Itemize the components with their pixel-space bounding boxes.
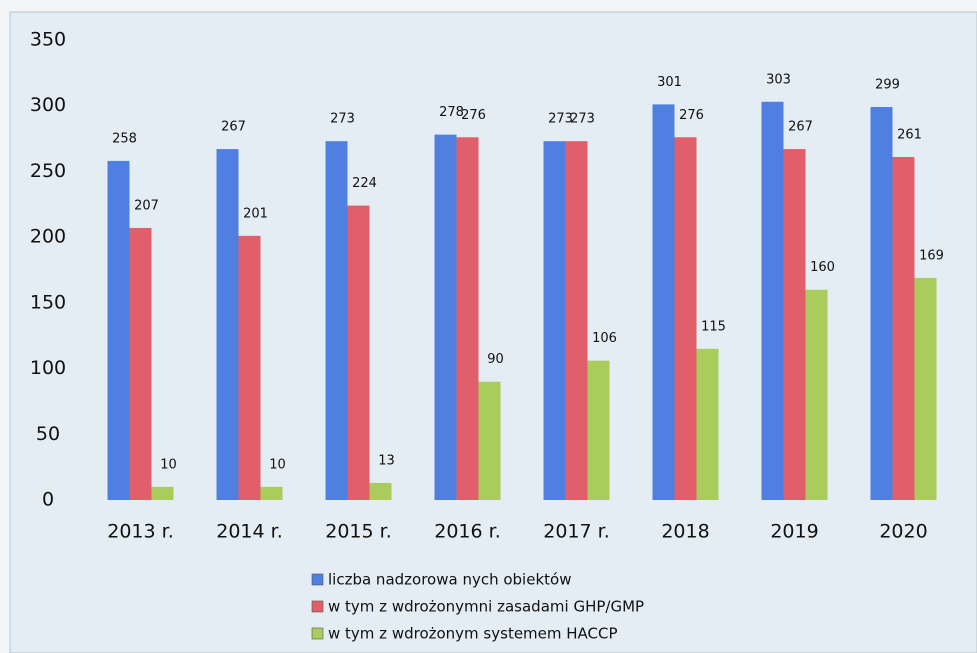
data-label: 273 [330,112,355,127]
data-label: 276 [461,108,486,123]
y-tick-label: 100 [30,357,66,379]
bar [565,141,588,500]
x-tick-label: 2017 r. [543,521,610,543]
bar [151,486,174,500]
x-tick-label: 2014 r. [216,521,283,543]
data-label: 273 [570,112,595,127]
bar [696,348,719,500]
data-label: 10 [160,457,177,472]
data-label: 207 [134,198,159,213]
x-tick-label: 2020 [879,521,927,543]
bar [674,137,697,500]
bar [216,149,239,501]
y-tick-label: 50 [36,423,60,445]
legend-swatch [311,573,324,586]
data-label: 10 [269,457,286,472]
x-tick-label: 2015 r. [325,521,392,543]
data-label: 90 [487,352,504,367]
x-tick-label: 2019 [770,521,818,543]
legend-label: liczba nadzorowa nych obiektów [328,571,571,589]
data-label: 278 [439,105,464,120]
x-tick-label: 2013 r. [107,521,174,543]
x-tick-label: 2018 [661,521,709,543]
y-tick-label: 350 [30,29,66,51]
bar [434,134,457,500]
bar [587,360,610,500]
bar [456,137,479,500]
data-label: 160 [810,260,835,275]
y-tick-label: 250 [30,160,66,182]
data-label: 301 [657,75,682,90]
data-label: 13 [378,453,395,468]
bar [260,486,283,500]
bar [369,482,392,500]
data-label: 273 [548,112,573,127]
data-label: 258 [112,131,137,146]
legend-swatch [311,627,324,640]
bar [129,227,152,500]
data-label: 276 [679,108,704,123]
data-label: 224 [352,176,377,191]
y-tick-label: 200 [30,226,66,248]
bar [107,160,130,500]
bar [783,149,806,501]
chart-background [9,11,977,653]
data-label: 201 [243,206,268,221]
y-tick-label: 0 [42,489,54,511]
data-label: 115 [701,319,726,334]
bar [543,141,566,500]
bar [892,156,915,500]
bar [325,141,348,500]
bar [914,277,937,500]
y-tick-label: 150 [30,291,66,313]
data-label: 267 [221,120,246,135]
legend-label: w tym z wdrożonym systemem HACCP [328,625,618,643]
data-label: 299 [875,78,900,93]
bar [652,104,675,501]
y-tick-label: 300 [30,94,66,116]
legend-label: w tym z wdrożonymni zasadami GHP/GMP [328,598,644,616]
bar [347,205,370,500]
data-label: 106 [592,331,617,346]
data-label: 267 [788,120,813,135]
bar [761,101,784,501]
data-label: 261 [897,127,922,142]
x-tick-label: 2016 r. [434,521,501,543]
bar [238,235,261,501]
data-label: 169 [919,248,944,263]
legend-swatch [311,600,324,613]
bar [805,289,828,500]
bar [870,107,893,501]
data-label: 303 [766,72,791,87]
bar [478,381,501,500]
